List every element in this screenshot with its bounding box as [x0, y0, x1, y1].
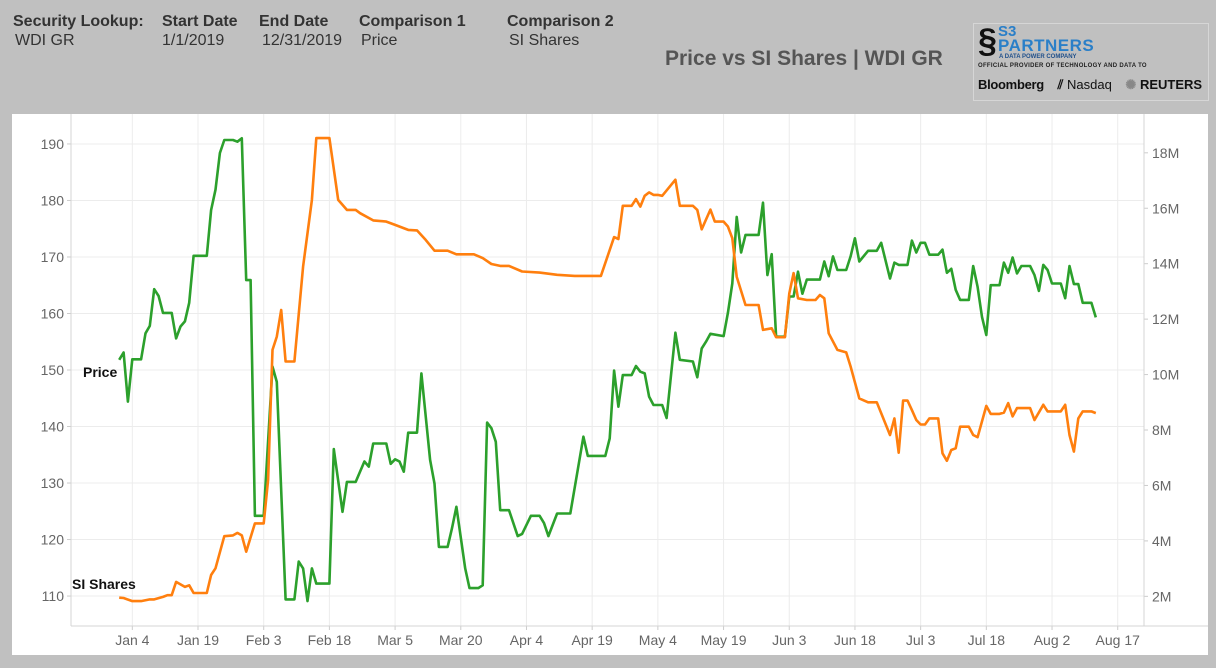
y-tick-label: 180	[41, 192, 65, 208]
series-line-si-shares	[119, 136, 1097, 603]
security-lookup-value[interactable]: WDI GR	[15, 32, 75, 49]
x-tick-label: Jan 4	[115, 632, 149, 648]
y2-tick-label: 10M	[1152, 367, 1179, 383]
y-tick-label: 170	[41, 249, 65, 265]
x-tick-label: Jun 3	[772, 632, 806, 648]
y-tick-label: 110	[42, 588, 65, 604]
y2-tick-label: 18M	[1152, 145, 1179, 161]
x-tick-label: Mar 20	[439, 632, 483, 648]
logo-partners: PARTNERS	[998, 36, 1095, 55]
y2-tick-label: 4M	[1152, 533, 1171, 549]
logo-s3: S3	[998, 23, 1017, 40]
x-tick-label: Jul 18	[968, 632, 1006, 648]
y-tick-label: 190	[41, 136, 65, 152]
x-tick-label: Feb 18	[308, 632, 352, 648]
x-tick-label: Jul 3	[906, 632, 936, 648]
x-tick-label: Apr 4	[510, 632, 544, 648]
y2-tick-label: 8M	[1152, 422, 1171, 438]
nasdaq-logo: ⫽ Nasdaq	[1058, 77, 1112, 92]
s3-partners-logo: § S3 PARTNERS A DATA POWER COMPANY OFFIC…	[973, 23, 1209, 101]
partner-brands: Bloomberg ⫽ Nasdaq ✺ REUTERS	[978, 77, 1202, 93]
y2-tick-label: 12M	[1152, 311, 1179, 327]
series-label-si-shares: SI Shares	[72, 576, 136, 592]
x-tick-label: Feb 3	[246, 632, 282, 648]
y2-tick-label: 6M	[1152, 477, 1171, 493]
nasdaq-mark-icon: ⫽	[1057, 77, 1064, 92]
x-tick-label: Aug 2	[1034, 632, 1071, 648]
security-lookup-filter[interactable]: Security Lookup: WDI GR	[13, 12, 144, 50]
comparison-2-filter[interactable]: Comparison 2 SI Shares	[507, 12, 614, 50]
x-tick-label: Jun 18	[834, 632, 876, 648]
nasdaq-text: Nasdaq	[1066, 77, 1112, 92]
x-tick-label: May 4	[639, 632, 677, 648]
end-date-value[interactable]: 12/31/2019	[262, 32, 343, 49]
y2-tick-label: 16M	[1152, 200, 1179, 216]
comparison-2-label: Comparison 2	[507, 13, 614, 30]
y-tick-label: 120	[41, 532, 65, 548]
y-tick-label: 150	[41, 362, 65, 378]
chart-title: Price vs SI Shares | WDI GR	[665, 47, 943, 70]
x-tick-label: May 19	[701, 632, 747, 648]
y2-tick-label: 14M	[1152, 256, 1179, 272]
x-tick-label: Jan 19	[177, 632, 219, 648]
logo-provider-text: OFFICIAL PROVIDER OF TECHNOLOGY AND DATA…	[978, 63, 1147, 69]
comparison-1-label: Comparison 1	[359, 13, 466, 30]
y2-tick-label: 2M	[1152, 588, 1171, 604]
comparison-2-value[interactable]: SI Shares	[509, 32, 580, 49]
start-date-value[interactable]: 1/1/2019	[162, 32, 225, 49]
logo-tagline: A DATA POWER COMPANY	[999, 54, 1077, 60]
y-tick-label: 130	[41, 475, 65, 491]
reuters-logo: ✺ REUTERS	[1125, 77, 1202, 92]
x-tick-label: Apr 19	[572, 632, 613, 648]
series-label-price: Price	[83, 364, 117, 380]
y-tick-label: 160	[41, 305, 65, 321]
comparison-1-filter[interactable]: Comparison 1 Price	[359, 12, 466, 50]
start-date-filter[interactable]: Start Date 1/1/2019	[162, 12, 238, 50]
end-date-label: End Date	[259, 13, 329, 30]
security-lookup-label: Security Lookup:	[13, 13, 144, 30]
end-date-filter[interactable]: End Date 12/31/2019	[259, 12, 342, 50]
start-date-label: Start Date	[162, 13, 238, 30]
reuters-dots-icon: ✺	[1125, 77, 1137, 92]
y-tick-label: 140	[41, 419, 65, 435]
x-tick-label: Aug 17	[1096, 632, 1141, 648]
s3-section-mark-icon: §	[978, 22, 997, 60]
x-tick-label: Mar 5	[377, 632, 413, 648]
bloomberg-logo: Bloomberg	[978, 77, 1044, 92]
comparison-1-value[interactable]: Price	[361, 32, 398, 49]
reuters-text: REUTERS	[1139, 77, 1203, 92]
